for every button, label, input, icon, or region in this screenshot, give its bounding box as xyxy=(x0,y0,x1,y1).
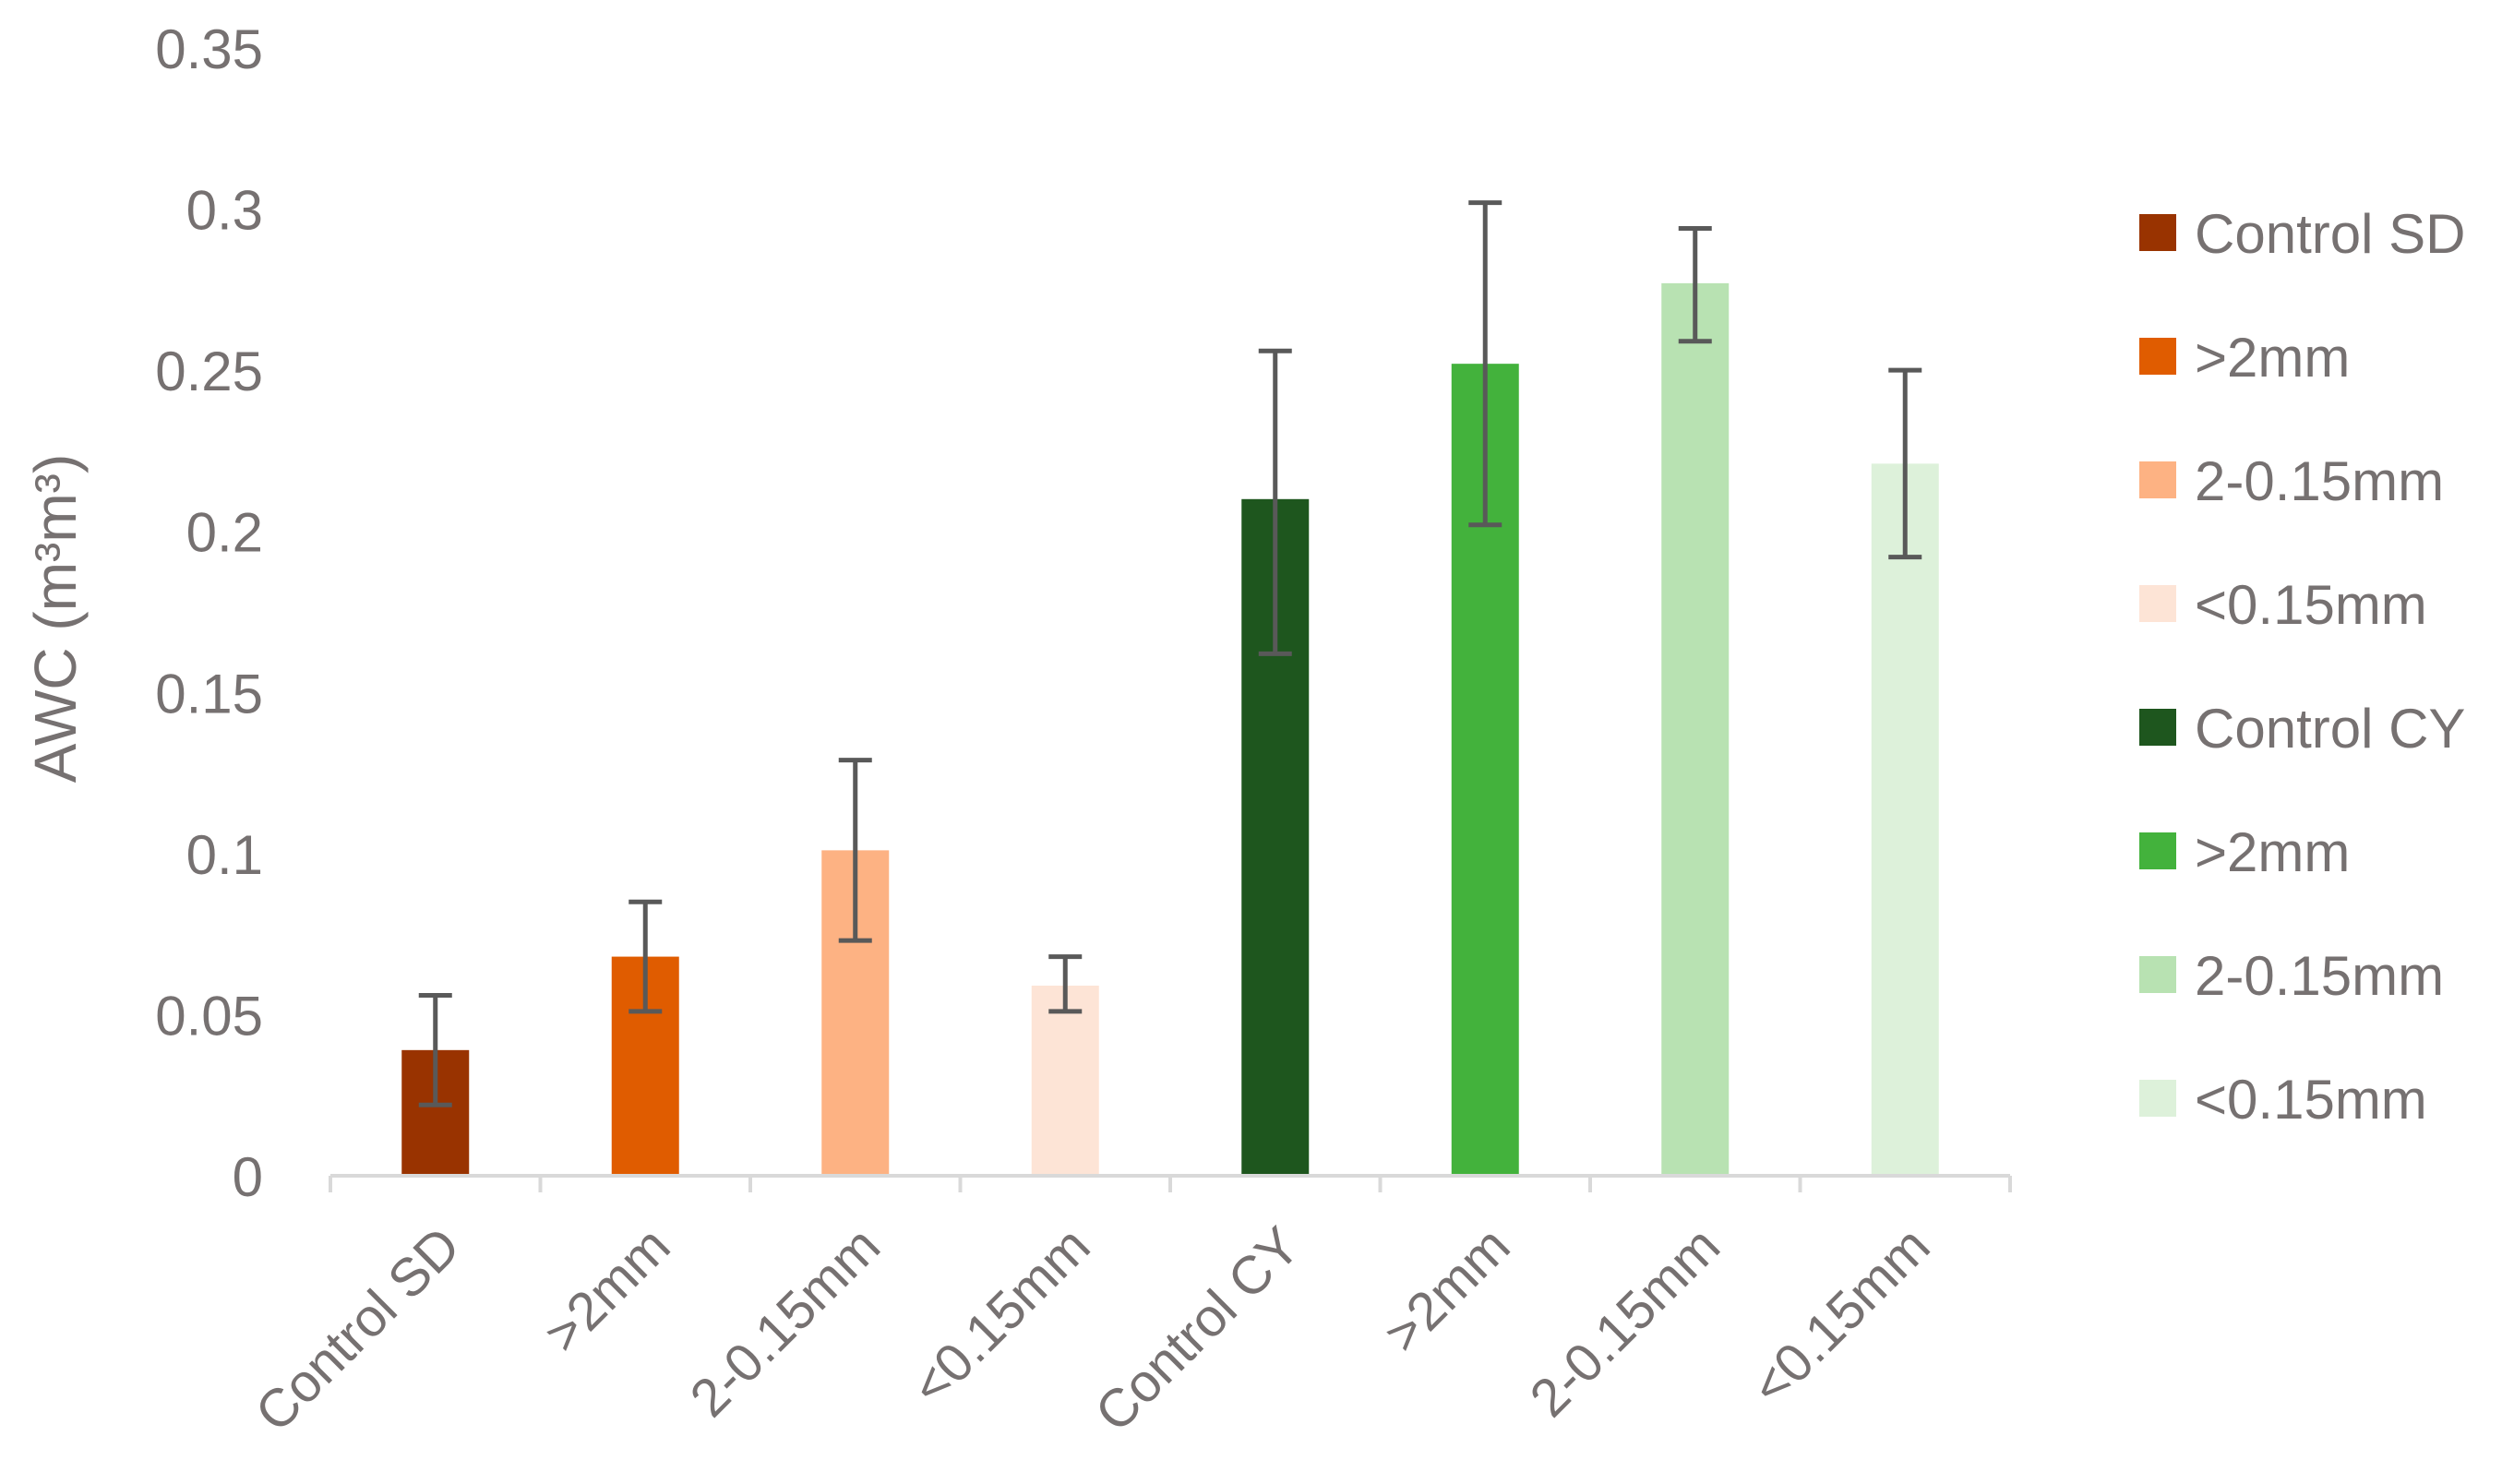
legend-swatch xyxy=(2139,1080,2176,1117)
bar xyxy=(1871,463,1939,1176)
bar xyxy=(1661,282,1730,1177)
legend: Control SD >2mm 2-0.15mm <0.15mm Control CY >… xyxy=(2139,203,2465,1131)
x-tick-label: Control SD xyxy=(244,1215,472,1443)
legend-label: >2mm xyxy=(2195,327,2350,389)
legend-swatch xyxy=(2139,214,2176,251)
x-tick-label: Control CY xyxy=(1083,1215,1311,1443)
x-tick-label: <0.15mm xyxy=(900,1215,1101,1417)
legend-label: <0.15mm xyxy=(2195,574,2427,636)
y-tick-label: 0.25 xyxy=(155,341,263,402)
y-tick-label: 0.2 xyxy=(186,502,263,564)
x-tick-label: <0.15mm xyxy=(1740,1215,1941,1417)
legend-label: Control SD xyxy=(2195,203,2465,265)
y-tick-label: 0.35 xyxy=(155,18,263,80)
x-tick-label: 2-0.15mm xyxy=(678,1215,892,1429)
y-tick-label: 0.3 xyxy=(186,180,263,242)
legend-label: Control CY xyxy=(2195,698,2465,760)
legend-swatch xyxy=(2139,338,2176,375)
x-tick-label: >2mm xyxy=(1372,1215,1521,1364)
legend-label: >2mm xyxy=(2195,821,2350,883)
x-tick-label: >2mm xyxy=(533,1215,681,1364)
x-tick-label: 2-0.15mm xyxy=(1518,1215,1731,1429)
legend-label: 2-0.15mm xyxy=(2195,450,2444,512)
legend-label: 2-0.15mm xyxy=(2195,945,2444,1007)
y-tick-label: 0.15 xyxy=(155,663,263,724)
bar xyxy=(1031,986,1099,1176)
legend-swatch xyxy=(2139,956,2176,993)
legend-swatch xyxy=(2139,709,2176,746)
y-axis: 0 0.05 0.1 0.15 0.2 0.25 0.3 0.35 xyxy=(155,18,263,1208)
y-tick-label: 0.05 xyxy=(155,985,263,1047)
legend-label: <0.15mm xyxy=(2195,1069,2427,1131)
legend-swatch xyxy=(2139,585,2176,622)
y-tick-label: 0 xyxy=(233,1146,263,1208)
legend-swatch xyxy=(2139,461,2176,498)
legend-swatch xyxy=(2139,832,2176,869)
y-axis-title: AWC (m³m³) xyxy=(22,454,89,784)
y-tick-label: 0.1 xyxy=(186,824,263,886)
bars-group xyxy=(401,200,1939,1177)
